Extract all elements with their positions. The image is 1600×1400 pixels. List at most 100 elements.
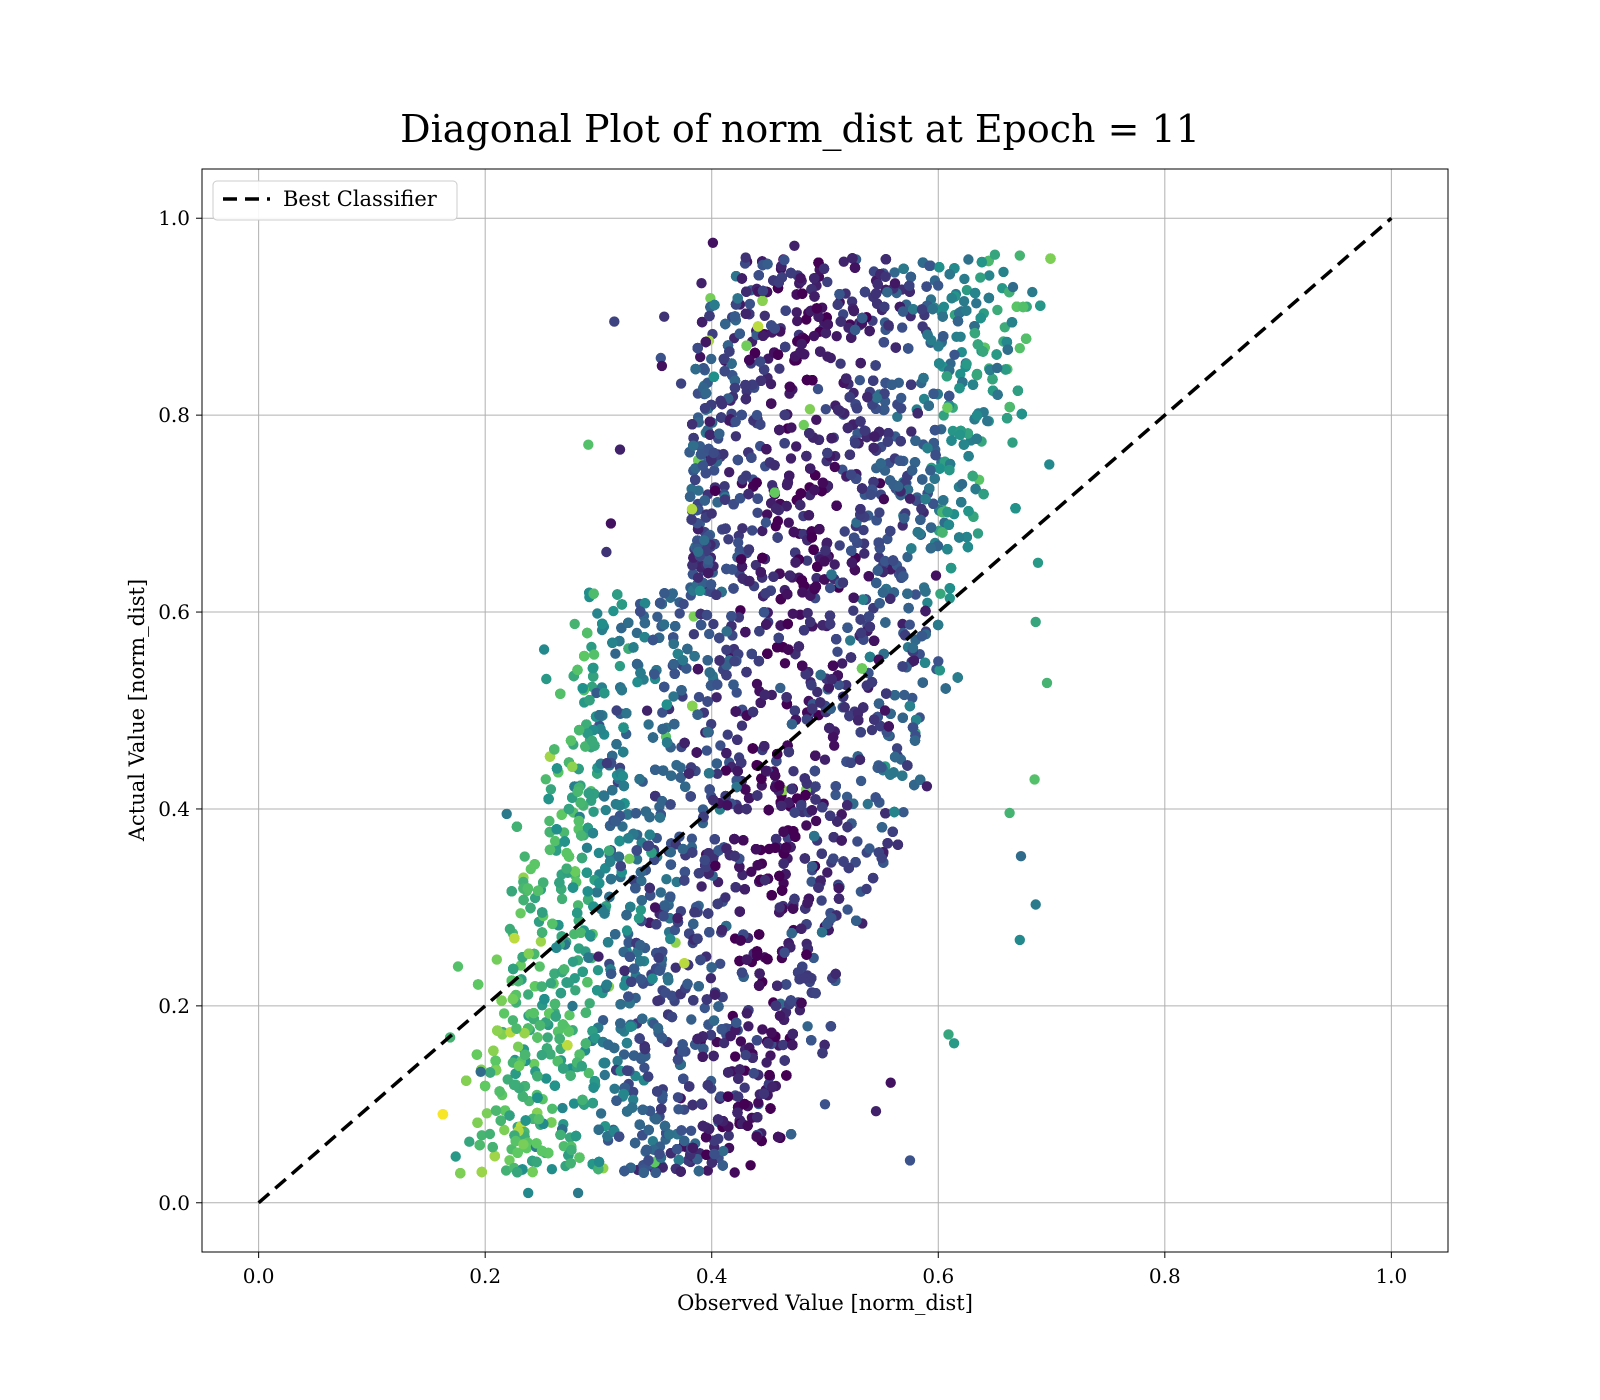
scatter-point (712, 768, 723, 779)
scatter-point (657, 707, 668, 718)
scatter-point (675, 762, 686, 773)
scatter-point (743, 1021, 754, 1032)
scatter-point (788, 766, 799, 777)
scatter-point (500, 1165, 512, 1176)
scatter-point (897, 322, 908, 333)
scatter-point (906, 426, 917, 437)
scatter-point (779, 658, 791, 669)
scatter-point (632, 677, 643, 688)
scatter-point (955, 331, 966, 342)
scatter-point (783, 517, 794, 528)
scatter-point (631, 854, 643, 865)
scatter-point (802, 1021, 813, 1032)
scatter-point (695, 351, 706, 363)
scatter-point (757, 1024, 768, 1035)
scatter-point (879, 396, 891, 407)
scatter-point (737, 523, 748, 534)
scatter-point (801, 314, 812, 325)
scatter-point (878, 494, 890, 505)
scatter-point (959, 273, 970, 285)
scatter-point (614, 660, 626, 672)
scatter-point (523, 989, 534, 1000)
scatter-point (504, 1155, 515, 1166)
scatter-point (564, 1010, 575, 1021)
scatter-point (820, 404, 831, 415)
scatter-point (702, 1165, 713, 1176)
scatter-point (581, 842, 593, 853)
scatter-point (641, 705, 653, 716)
scatter-point (678, 598, 689, 610)
scatter-point (621, 925, 633, 936)
scatter-point (572, 900, 584, 911)
scatter-point (711, 692, 722, 703)
scatter-point (547, 1103, 558, 1115)
scatter-point (879, 555, 891, 567)
scatter-point (740, 470, 752, 481)
scatter-point (902, 551, 913, 563)
scatter-point (584, 998, 595, 1009)
scatter-point (746, 866, 757, 877)
scatter-point (542, 1032, 553, 1043)
scatter-point (944, 593, 955, 604)
scatter-point (757, 525, 768, 537)
scatter-point (631, 627, 643, 639)
scatter-point (529, 1058, 540, 1070)
scatter-point (759, 310, 770, 321)
scatter-point (785, 453, 797, 464)
scatter-point (697, 804, 709, 815)
scatter-point (721, 644, 732, 655)
scatter-point (504, 923, 516, 935)
scatter-point (544, 815, 555, 827)
scatter-point (812, 383, 824, 395)
scatter-point (825, 352, 836, 364)
scatter-point (686, 833, 698, 844)
scatter-point (744, 298, 756, 310)
scatter-point (730, 431, 742, 442)
scatter-point (786, 422, 797, 433)
scatter-point (935, 588, 946, 599)
scatter-point (686, 1014, 697, 1025)
scatter-point (889, 267, 900, 278)
scatter-point (705, 973, 717, 984)
scatter-point (729, 1167, 740, 1178)
scatter-point (830, 789, 841, 801)
scatter-point (806, 876, 817, 887)
scatter-point (866, 724, 878, 736)
scatter-point (910, 589, 921, 600)
scatter-point (706, 353, 717, 365)
scatter-point (583, 1067, 594, 1079)
scatter-points (437, 237, 1056, 1199)
scatter-point (730, 1051, 741, 1062)
scatter-point (718, 1037, 730, 1049)
x-tick-label: 0.0 (243, 1264, 275, 1288)
scatter-point (958, 296, 970, 307)
scatter-point (998, 266, 1009, 278)
scatter-point (591, 687, 602, 699)
scatter-point (617, 771, 629, 782)
scatter-point (889, 278, 901, 289)
scatter-point (1007, 437, 1018, 448)
scatter-point (829, 559, 840, 570)
scatter-point (882, 533, 893, 545)
scatter-point (829, 740, 840, 751)
scatter-point (549, 835, 561, 847)
scatter-point (904, 619, 915, 630)
scatter-point (696, 881, 707, 892)
scatter-point (896, 392, 907, 404)
scatter-point (672, 1092, 684, 1103)
scatter-point (775, 682, 786, 694)
scatter-point (822, 867, 833, 878)
scatter-point (673, 1104, 684, 1115)
x-tick-label: 1.0 (1375, 1264, 1407, 1288)
scatter-point (824, 582, 836, 594)
scatter-point (854, 375, 865, 386)
scatter-point (718, 448, 729, 460)
scatter-point (949, 349, 960, 360)
y-tick-label: 1.0 (158, 206, 190, 230)
scatter-point (674, 608, 685, 619)
scatter-point (720, 892, 731, 903)
scatter-point (557, 1102, 568, 1114)
scatter-point (971, 298, 982, 309)
scatter-point (762, 509, 773, 520)
scatter-point (838, 256, 849, 267)
